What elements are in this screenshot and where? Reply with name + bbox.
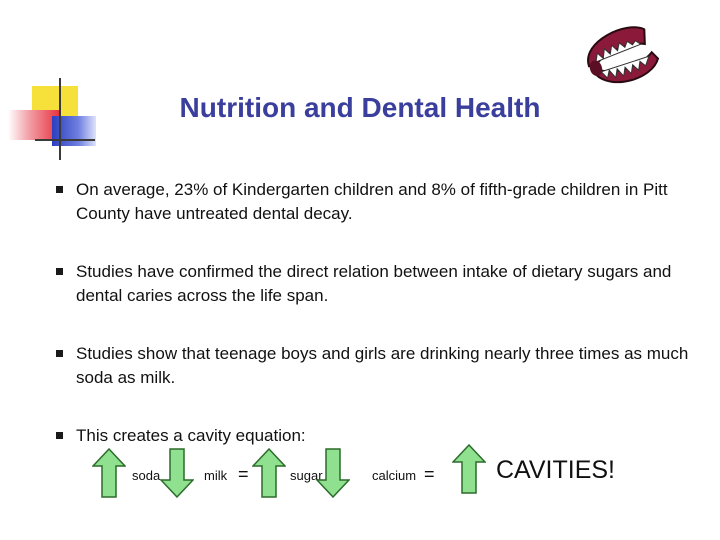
bullet-square-icon — [56, 186, 63, 193]
equation-term-sugar: sugar — [290, 468, 323, 483]
arrow-up-icon — [252, 448, 286, 498]
equation-term-soda: soda — [132, 468, 161, 483]
bullet-square-icon — [56, 268, 63, 275]
equation-term-calcium: calcium — [372, 468, 417, 483]
equation-equals-sign: = — [238, 464, 249, 484]
arrow-down-icon — [160, 448, 194, 498]
bullet-text: Studies show that teenage boys and girls… — [76, 344, 689, 387]
bullet-text: On average, 23% of Kindergarten children… — [76, 180, 668, 223]
cavity-equation: soda milk = sugar calcium = CAVITIES! — [0, 444, 720, 504]
equation-result: CAVITIES! — [496, 456, 616, 484]
bullet-square-icon — [56, 350, 63, 357]
equation-term-milk: milk — [204, 468, 228, 483]
equation-equals-sign: = — [424, 464, 435, 484]
arrow-up-icon — [452, 444, 486, 494]
slide-title: Nutrition and Dental Health — [179, 92, 541, 123]
arrow-down-icon — [316, 448, 350, 498]
decorative-horizontal-line — [35, 139, 95, 141]
bullet-square-icon — [56, 432, 63, 439]
bullet-text: This creates a cavity equation: — [76, 426, 306, 445]
chattering-teeth-icon — [587, 26, 660, 84]
decorative-vertical-line — [59, 78, 61, 160]
decorative-red-block — [8, 110, 60, 140]
bullet-text: Studies have confirmed the direct relati… — [76, 262, 672, 305]
arrow-up-icon — [92, 448, 126, 498]
